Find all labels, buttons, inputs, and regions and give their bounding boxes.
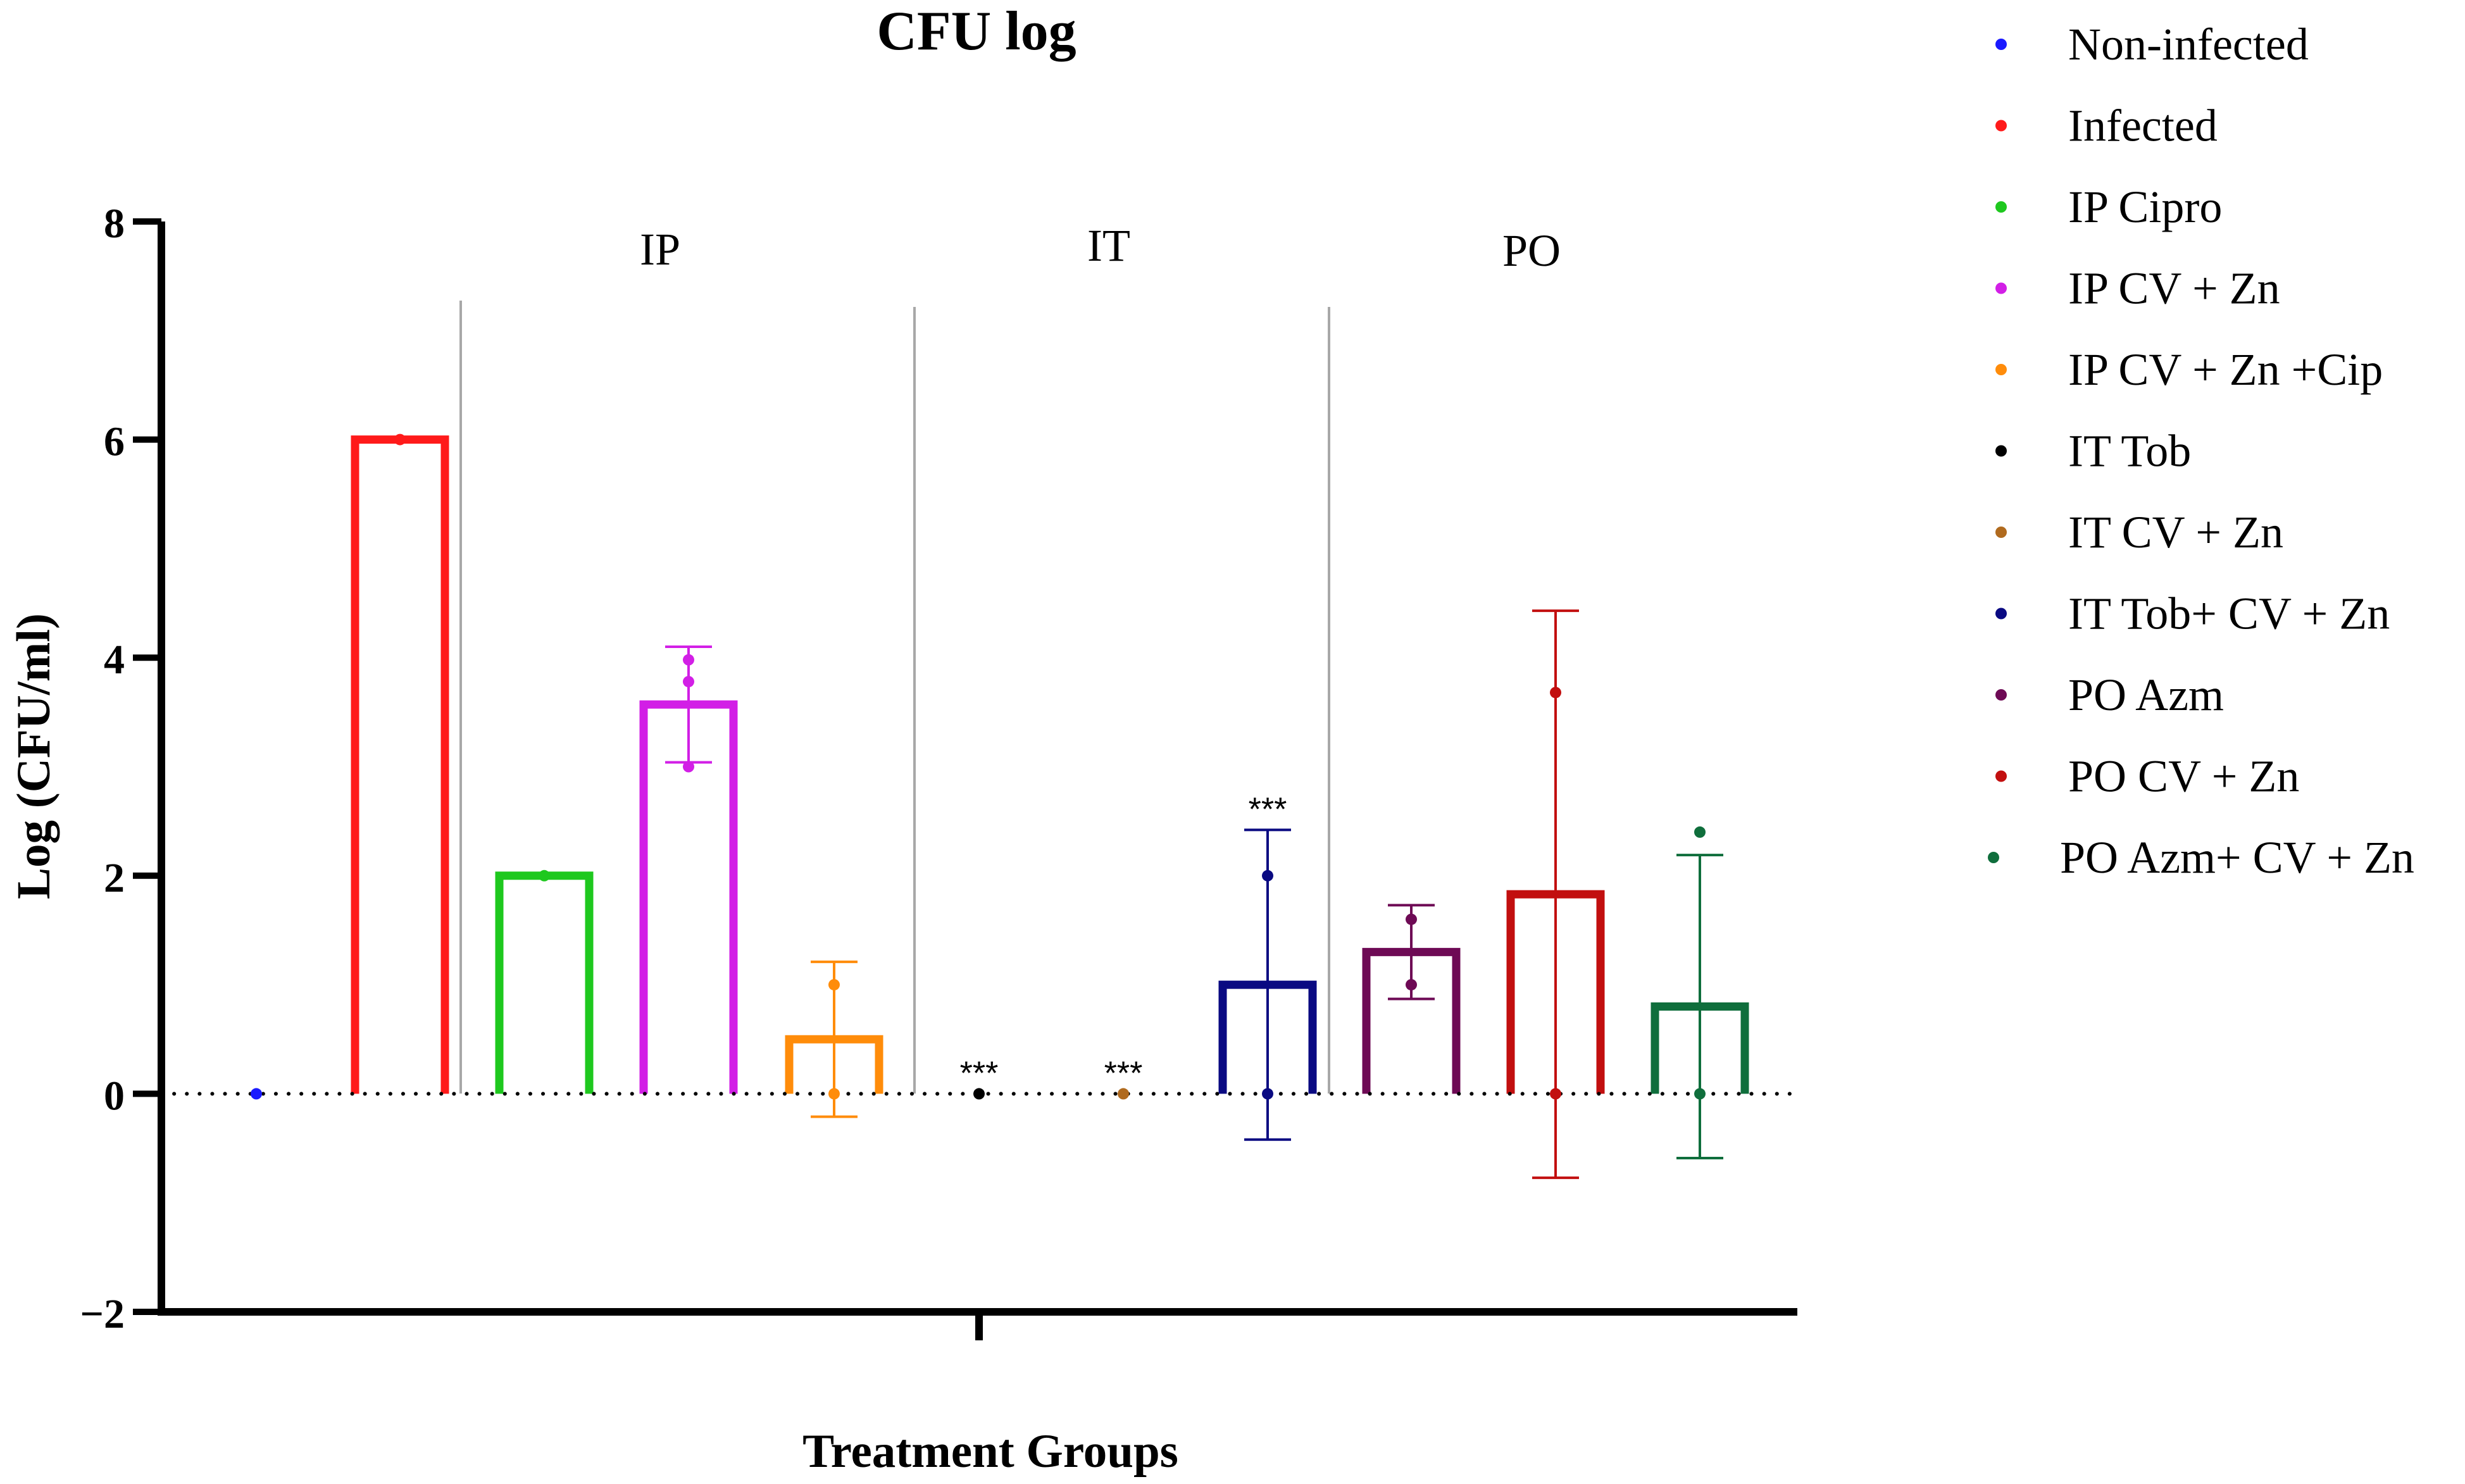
significance-marker-6: *** xyxy=(960,1055,999,1092)
legend-marker-5 xyxy=(1995,364,2007,375)
legend-marker-7 xyxy=(1995,527,2007,538)
data-point-4-1 xyxy=(683,654,694,666)
legend-marker-8 xyxy=(1995,608,2007,620)
y-tick-label-0: −2 xyxy=(80,1291,125,1337)
data-point-9-1 xyxy=(1406,913,1417,925)
data-point-7-1 xyxy=(1118,1088,1129,1100)
data-point-1-1 xyxy=(251,1088,262,1100)
bar-2 xyxy=(351,435,449,1094)
legend-label-7: IT CV + Zn xyxy=(2068,507,2283,558)
section-label-po: PO xyxy=(1502,225,1561,276)
bar-3 xyxy=(495,871,594,1094)
legend-marker-11 xyxy=(1988,852,1999,863)
data-point-8-1 xyxy=(1262,870,1273,882)
significance-marker-7: *** xyxy=(1104,1055,1143,1092)
legend-marker-10 xyxy=(1995,770,2007,782)
legend-label-11: PO Azm+ CV + Zn xyxy=(2060,832,2414,883)
legend-label-1: Non-infected xyxy=(2068,19,2309,70)
data-point-10-1 xyxy=(1550,687,1561,699)
legend-label-4: IP CV + Zn xyxy=(2068,263,2280,314)
legend-label-5: IP CV + Zn +Cip xyxy=(2068,344,2383,395)
legend-label-3: IP Cipro xyxy=(2068,182,2222,232)
x-axis-label: Treatment Groups xyxy=(802,1425,1178,1478)
y-tick-label-3: 4 xyxy=(104,637,125,683)
data-point-4-3 xyxy=(683,761,694,773)
significance-marker-8: *** xyxy=(1249,791,1287,828)
legend: Non-infected Infected IP Cipro IP CV + Zn IP… xyxy=(1988,19,2414,883)
data-point-11-1 xyxy=(1694,826,1706,838)
data-point-2-1 xyxy=(394,433,406,446)
y-axis-label: Log (CFU/ml) xyxy=(8,613,60,899)
y-tick-label-2: 2 xyxy=(104,855,125,901)
data-point-3-1 xyxy=(539,870,550,882)
legend-marker-2 xyxy=(1995,120,2007,132)
section-label-it: IT xyxy=(1087,220,1130,271)
data-point-11-2 xyxy=(1694,1088,1706,1100)
legend-label-10: PO CV + Zn xyxy=(2068,751,2299,802)
legend-label-2: Infected xyxy=(2068,101,2218,151)
data-point-8-2 xyxy=(1262,1088,1273,1100)
data-point-4-2 xyxy=(683,676,694,688)
plot-area: IP IT PO *** *** *** −2 0 2 4 6 8 xyxy=(80,201,1799,1340)
legend-marker-6 xyxy=(1995,445,2007,457)
data-point-6-1 xyxy=(973,1088,985,1100)
y-tick-label-5: 8 xyxy=(104,201,125,247)
data-point-5-1 xyxy=(828,979,840,991)
legend-marker-1 xyxy=(1995,39,2007,50)
legend-marker-4 xyxy=(1995,282,2007,294)
legend-label-6: IT Tob xyxy=(2068,426,2191,477)
legend-marker-3 xyxy=(1995,201,2007,213)
legend-label-9: PO Azm xyxy=(2068,670,2224,720)
y-tick-label-1: 0 xyxy=(104,1073,125,1119)
data-point-5-2 xyxy=(828,1088,840,1100)
y-tick-label-4: 6 xyxy=(104,419,125,465)
chart-title: CFU log xyxy=(877,1,1076,62)
data-point-10-2 xyxy=(1550,1088,1561,1100)
legend-marker-9 xyxy=(1995,689,2007,701)
legend-label-8: IT Tob+ CV + Zn xyxy=(2068,589,2390,639)
section-label-ip: IP xyxy=(640,224,680,275)
data-point-9-2 xyxy=(1406,979,1417,991)
